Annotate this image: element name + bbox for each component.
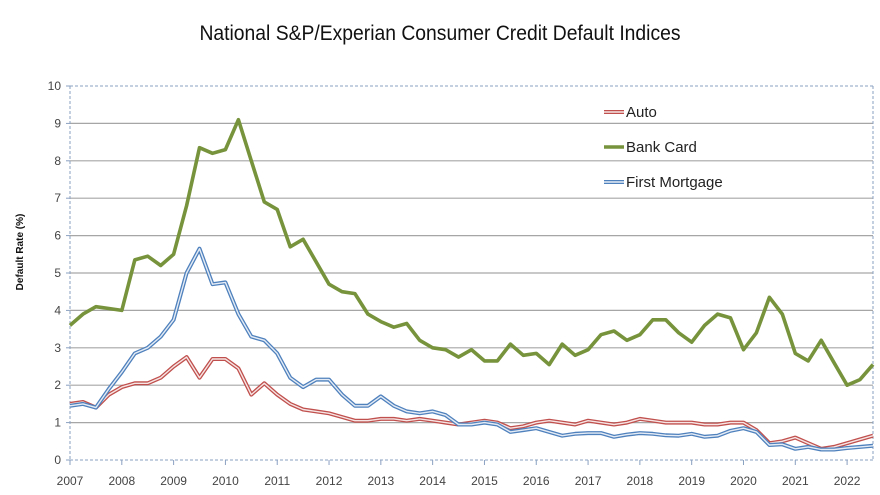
x-tick-label: 2019 [678,474,705,488]
y-tick-label: 9 [54,116,61,130]
y-tick-label: 3 [54,341,61,355]
legend-item-series-first-mortgage: First Mortgage [604,174,723,191]
axes: 0 1 2 3 4 5 6 7 8 9 10 2007 2008 2009 2010 2011 2012 2013… [48,79,874,488]
series-bank-card [68,117,875,387]
x-tick-label: 2007 [57,474,84,488]
x-tick-label: 2018 [627,474,654,488]
legend-item-series-auto: Auto [604,104,657,121]
series-auto [69,355,874,451]
x-tick-label: 2008 [108,474,135,488]
x-tick-label: 2021 [782,474,809,488]
x-tick-label: 2010 [212,474,239,488]
gridlines [70,122,873,424]
x-tick-label: 2020 [730,474,757,488]
x-tick-label: 2012 [316,474,343,488]
y-tick-label: 0 [54,453,61,467]
x-tick-label: 2009 [160,474,187,488]
legend-label: Bank Card [626,139,697,156]
series-lines [68,117,875,452]
legend: Auto Bank Card First Mortgage [604,104,723,191]
x-tick-label: 2022 [834,474,861,488]
y-axis-label: Default Rate (%) [15,214,26,291]
y-tick-label: 5 [54,266,61,280]
y-tick-label: 6 [54,229,61,243]
y-tick-label: 4 [54,303,61,317]
y-tick-label: 7 [54,191,61,205]
series-first-mortgage-line-inner [69,248,874,451]
series-first-mortgage [69,246,874,452]
x-tick-label: 2016 [523,474,550,488]
x-tick-label: 2015 [471,474,498,488]
legend-item-series-bank-card: Bank Card [604,139,697,156]
y-tick-label: 2 [54,378,61,392]
series-auto-line-inner [69,356,874,450]
x-tick-label: 2011 [264,474,290,488]
legend-label: Auto [626,104,657,121]
legend-label: First Mortgage [626,174,723,191]
x-tick-label: 2014 [419,474,446,488]
y-tick-label: 8 [54,154,61,168]
x-tick-label: 2017 [575,474,602,488]
chart-title: National S&P/Experian Consumer Credit De… [199,22,681,45]
x-tick-label: 2013 [367,474,394,488]
y-tick-label: 1 [54,416,61,430]
series-bank-card-line [68,117,875,387]
y-tick-label: 10 [48,79,62,93]
series-auto-line-outline [69,355,874,451]
